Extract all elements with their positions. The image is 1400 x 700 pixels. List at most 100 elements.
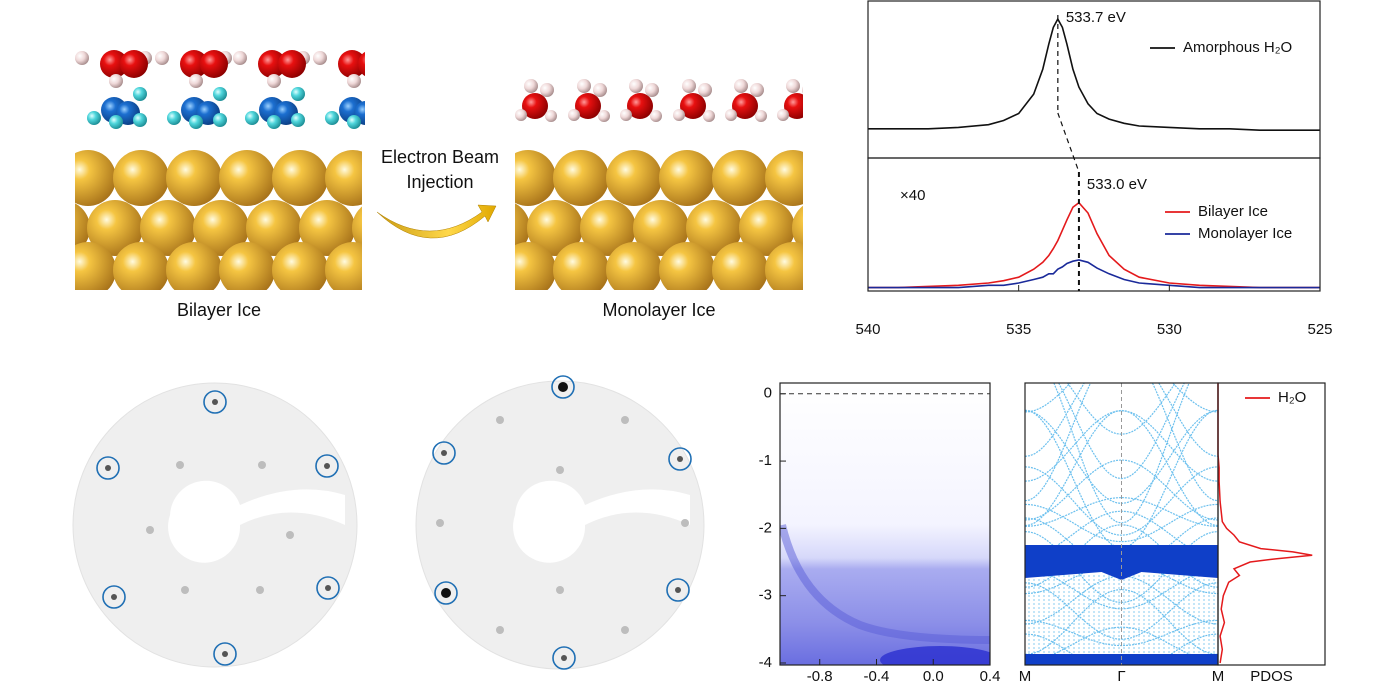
right-label: Monolayer Ice	[602, 300, 715, 320]
hydrogen	[524, 79, 538, 93]
leed-spot	[324, 463, 330, 469]
hydrogen	[189, 74, 203, 88]
gold-atom	[75, 150, 116, 206]
hydrogen	[577, 79, 591, 93]
leed-spot	[621, 416, 629, 424]
oxygen	[784, 93, 803, 119]
series-line	[868, 259, 1320, 289]
leed-spot	[258, 461, 266, 469]
hydrogen	[786, 79, 800, 93]
leed-ring	[551, 375, 575, 399]
gold-atom	[606, 150, 662, 206]
hydrogen	[725, 109, 737, 121]
legend-label: H₂O	[1278, 389, 1306, 406]
hydrogen	[750, 83, 764, 97]
h-atom	[213, 87, 227, 101]
gold-atom	[7, 150, 63, 206]
x-tick-label: 525	[1307, 321, 1332, 338]
arrow	[376, 204, 497, 239]
arrow-label: Injection	[406, 172, 473, 192]
hydrogen	[777, 109, 789, 121]
legend-label: Amorphous H₂O	[1183, 39, 1292, 56]
leed-ring	[432, 441, 456, 465]
leed-spot	[181, 586, 189, 594]
gold-atom	[219, 242, 275, 290]
hydrogen	[629, 79, 643, 93]
leed-ring	[668, 447, 692, 471]
h-atom	[371, 87, 385, 101]
gold-atom	[272, 242, 328, 290]
leed-gun	[168, 480, 345, 563]
leed-spot	[212, 399, 218, 405]
x-tick-label: -0.4	[864, 668, 890, 685]
y-tick-label: -3	[759, 587, 772, 604]
gold-atom	[0, 200, 37, 256]
x-tick-label: -0.8	[807, 668, 833, 685]
band	[1025, 383, 1218, 502]
x-tick-label: M	[1019, 668, 1032, 685]
gold-atom	[659, 150, 715, 206]
hydrogen	[650, 110, 662, 122]
y-tick-label: -1	[759, 452, 772, 469]
hydrogen	[155, 51, 169, 65]
leed-ring	[96, 456, 120, 480]
oxygen	[100, 50, 128, 78]
hydrogen	[109, 74, 123, 88]
h-atom	[133, 113, 147, 127]
x-tick-label: Γ	[1117, 668, 1125, 685]
leed-spot	[496, 626, 504, 634]
hydrogen	[233, 51, 247, 65]
arpes-bg	[780, 383, 990, 665]
gold-slab	[0, 150, 362, 298]
oxygen	[200, 50, 228, 78]
leed-spot	[436, 519, 444, 527]
leed-ring	[102, 585, 126, 609]
hydrogen	[75, 51, 89, 65]
peak-connector	[1057, 112, 1080, 173]
gold-atom	[515, 242, 556, 290]
band	[1025, 410, 1218, 482]
leed-spot	[496, 416, 504, 424]
gold-atom	[580, 200, 636, 256]
oxygen	[258, 50, 286, 78]
band	[1025, 633, 1218, 665]
hydrogen	[347, 74, 361, 88]
series-line	[868, 201, 1320, 289]
hydrogen	[376, 51, 390, 65]
gold-atom	[447, 242, 503, 298]
oxygen	[120, 50, 148, 78]
peak-label: 533.0 eV	[1087, 176, 1147, 193]
leed-gun	[513, 480, 690, 563]
gold-atom	[659, 242, 715, 290]
y-tick-label: -2	[759, 519, 772, 536]
gold-atom	[7, 242, 63, 298]
gold-atom	[75, 242, 116, 290]
hydrogen	[734, 79, 748, 93]
leed-spot	[621, 626, 629, 634]
oxygen	[522, 93, 548, 119]
leed-ring	[315, 454, 339, 478]
gold-atom	[272, 150, 328, 206]
h-atom	[189, 115, 203, 129]
oxygen	[732, 93, 758, 119]
leed-spot	[176, 461, 184, 469]
hydrogen	[598, 110, 610, 122]
leed-ring	[552, 646, 576, 670]
series-line	[868, 17, 1320, 131]
legend-label: Monolayer Ice	[1198, 225, 1292, 242]
h-atom	[267, 115, 281, 129]
hydrogen	[755, 110, 767, 122]
x-tick-label: 0.4	[980, 668, 1001, 685]
h-atom	[291, 113, 305, 127]
leed-spot	[146, 526, 154, 534]
gold-atom	[113, 242, 169, 290]
leed-spot	[556, 586, 564, 594]
leed-ring	[316, 576, 340, 600]
gold-atom	[765, 150, 803, 206]
hydrogen	[593, 83, 607, 97]
band	[1025, 466, 1218, 536]
band	[1058, 383, 1185, 480]
scale-note: ×40	[900, 187, 925, 204]
gold-atom	[792, 205, 803, 251]
